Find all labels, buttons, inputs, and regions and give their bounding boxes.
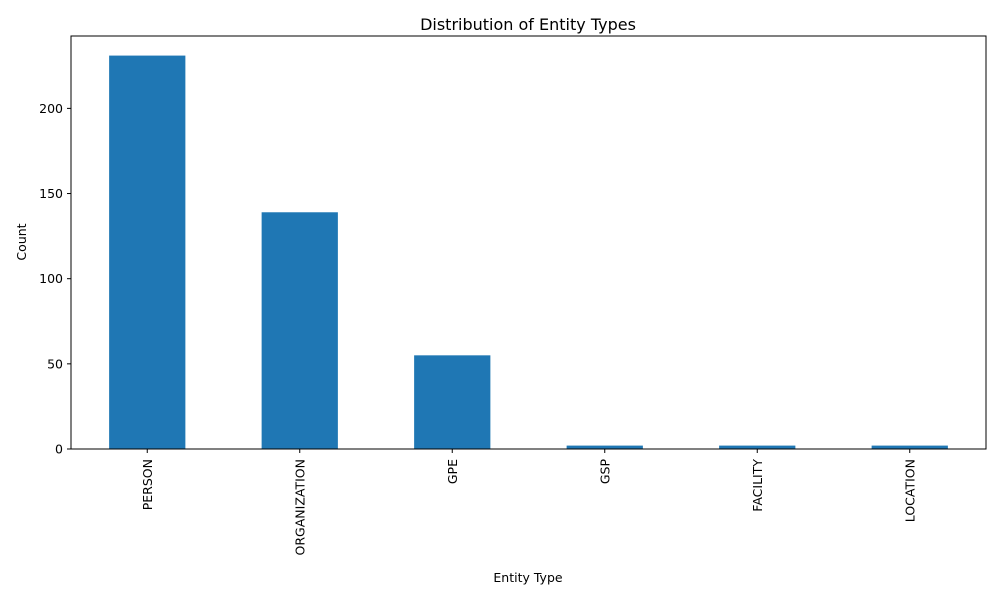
x-axis-label: Entity Type: [493, 570, 562, 585]
bar-person: [109, 55, 186, 449]
bar-location: [871, 445, 948, 449]
x-tick-label: LOCATION: [902, 459, 917, 522]
y-tick-label: 100: [39, 271, 63, 286]
plot-frame: [70, 35, 987, 450]
bar-organization: [261, 212, 338, 449]
chart-title: Distribution of Entity Types: [420, 15, 636, 34]
x-axis-ticks: PERSON ORGANIZATION GPE GSP FACILITY LOCATION: [140, 449, 917, 555]
x-tick-label: GSP: [597, 459, 612, 485]
x-tick-label: FACILITY: [750, 459, 765, 512]
y-tick-label: 50: [47, 356, 63, 371]
y-axis-label: Count: [14, 223, 29, 260]
y-tick-label: 200: [39, 101, 63, 116]
x-tick-label: GPE: [445, 459, 460, 484]
y-tick-label: 150: [39, 186, 63, 201]
x-tick-label: PERSON: [140, 459, 155, 510]
bars: [109, 55, 948, 449]
y-axis-ticks: 0 50 100 150 200: [39, 101, 71, 457]
bar-gpe: [414, 355, 491, 449]
x-tick-label: ORGANIZATION: [292, 459, 307, 555]
y-tick-label: 0: [55, 442, 63, 457]
bar-gsp: [566, 445, 643, 449]
bar-facility: [719, 445, 796, 449]
